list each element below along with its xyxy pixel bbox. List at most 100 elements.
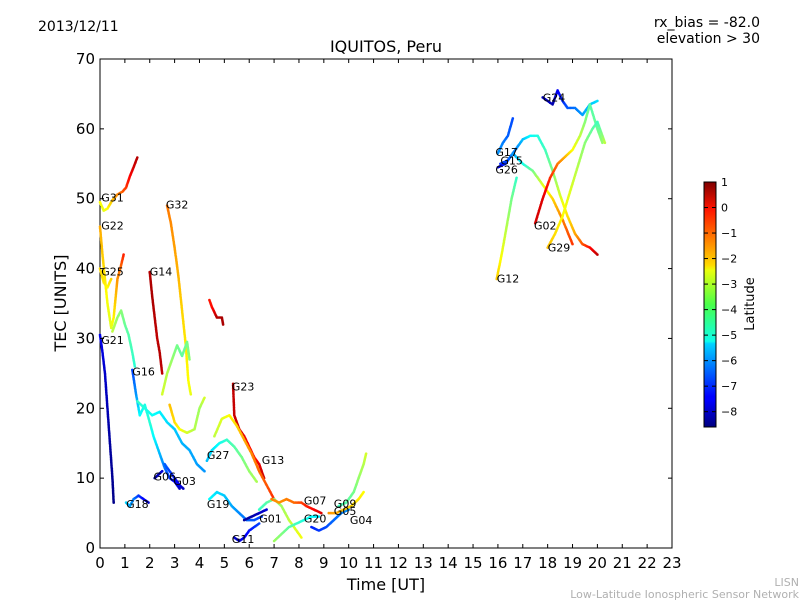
- series-g23b: [208, 298, 225, 326]
- data-point: [189, 393, 193, 396]
- x-tick-label: 6: [244, 554, 254, 572]
- data-marks: [98, 89, 607, 543]
- series-g32: [165, 204, 193, 396]
- satellite-label: G31: [101, 191, 124, 204]
- satellite-label: G06: [154, 471, 177, 484]
- satellite-label: G25: [101, 265, 124, 278]
- satellite-label: G22: [101, 219, 124, 232]
- rx-bias-label: rx_bias = -82.0: [654, 15, 760, 31]
- series-g09: [310, 508, 351, 532]
- satellite-label: G16: [132, 365, 155, 378]
- x-tick-label: 13: [414, 554, 433, 572]
- x-tick-label: 19: [563, 554, 582, 572]
- series-g26: [496, 152, 574, 246]
- series-g21b: [111, 309, 137, 368]
- series-g21: [98, 333, 115, 504]
- x-tick-label: 9: [319, 554, 329, 572]
- x-tick-label: 18: [538, 554, 557, 572]
- data-point: [511, 117, 515, 120]
- colorbar: 1 0 −1 −2 −3 −4 −5 −6 −7 −8 Latitude: [703, 176, 758, 428]
- elevation-label: elevation > 30: [657, 31, 760, 47]
- series-g05: [327, 490, 365, 515]
- series-g24: [541, 89, 599, 117]
- colorbar-tick-label: −8: [721, 406, 737, 419]
- colorbar-tick-label: −1: [721, 227, 737, 240]
- colorbar-tick-label: 0: [721, 202, 728, 215]
- x-tick-label: 15: [463, 554, 482, 572]
- colorbar-tick-label: −2: [721, 253, 737, 266]
- colorbar-tick-label: −5: [721, 329, 737, 342]
- colorbar-tick-label: −3: [721, 278, 737, 291]
- series-g17: [496, 117, 515, 155]
- satellite-label: G11: [232, 533, 255, 546]
- colorbar-tick-label: 1: [721, 176, 728, 189]
- satellite-label: G27: [207, 449, 230, 462]
- x-tick-label: 2: [145, 554, 155, 572]
- series-g29: [546, 120, 607, 249]
- satellite-label: G05: [334, 505, 357, 518]
- colorbar-tick-label: −7: [721, 380, 737, 393]
- x-tick-label: 22: [638, 554, 657, 572]
- data-point: [515, 176, 518, 180]
- satellite-label: G03: [173, 475, 196, 488]
- x-tick-label: 7: [269, 554, 279, 572]
- satellite-label: G18: [126, 498, 149, 511]
- data-point: [112, 501, 115, 504]
- y-tick-label: 10: [76, 469, 95, 487]
- series-g04: [337, 452, 368, 508]
- x-tick-label: 20: [588, 554, 607, 572]
- y-tick-label: 0: [85, 539, 95, 557]
- series-g03: [163, 462, 185, 490]
- satellite-label: G07: [304, 495, 327, 508]
- data-point: [203, 469, 206, 473]
- x-tick-label: 17: [513, 554, 532, 572]
- series-g13: [213, 414, 276, 501]
- satellite-label: G21: [101, 334, 124, 347]
- satellite-label: G24: [543, 91, 566, 104]
- series-g25: [98, 267, 113, 289]
- satellite-label: G32: [166, 198, 189, 211]
- data-point: [221, 323, 225, 326]
- colorbar-ticks: 1 0 −1 −2 −3 −4 −5 −6 −7 −8: [704, 176, 737, 419]
- colorbar-label: Latitude: [743, 277, 758, 331]
- satellite-label: G20: [304, 513, 327, 526]
- series-g20: [272, 515, 321, 543]
- satellite-label: G15: [500, 154, 523, 167]
- y-tick-label: 30: [76, 329, 95, 347]
- satellite-label: G26: [495, 163, 518, 176]
- y-tick-label: 40: [76, 260, 95, 278]
- satellite-label: G13: [262, 454, 285, 467]
- date-label: 2013/12/11: [38, 19, 119, 35]
- data-point: [362, 490, 365, 494]
- data-point: [160, 469, 164, 473]
- y-axis-ticks: 0 10 20 30 40 50 60 70: [76, 50, 672, 557]
- data-point: [265, 508, 268, 511]
- data-point: [317, 515, 321, 518]
- x-tick-label: 14: [439, 554, 458, 572]
- series-g14c: [168, 396, 206, 435]
- series-g14: [148, 270, 164, 375]
- data-point: [109, 277, 113, 281]
- series-g19: [208, 490, 264, 522]
- data-point: [571, 242, 574, 246]
- data-point: [182, 487, 185, 490]
- satellite-label: G12: [497, 272, 520, 285]
- satellite-label: G14: [150, 265, 173, 278]
- x-tick-label: 16: [488, 554, 507, 572]
- data-point: [255, 480, 258, 483]
- y-tick-label: 50: [76, 190, 95, 208]
- satellite-label: G04: [350, 514, 373, 527]
- data-point: [133, 365, 137, 368]
- series-g06: [153, 469, 164, 480]
- series-g32b: [160, 340, 191, 396]
- data-point: [596, 99, 599, 103]
- series-g31: [98, 156, 139, 212]
- series-g18: [124, 494, 150, 508]
- x-tick-label: 4: [195, 554, 205, 572]
- y-axis-label: TEC [UNITS]: [51, 255, 70, 353]
- data-point: [257, 522, 261, 525]
- x-axis-label: Time [UT]: [346, 575, 425, 594]
- series-g22: [98, 225, 125, 330]
